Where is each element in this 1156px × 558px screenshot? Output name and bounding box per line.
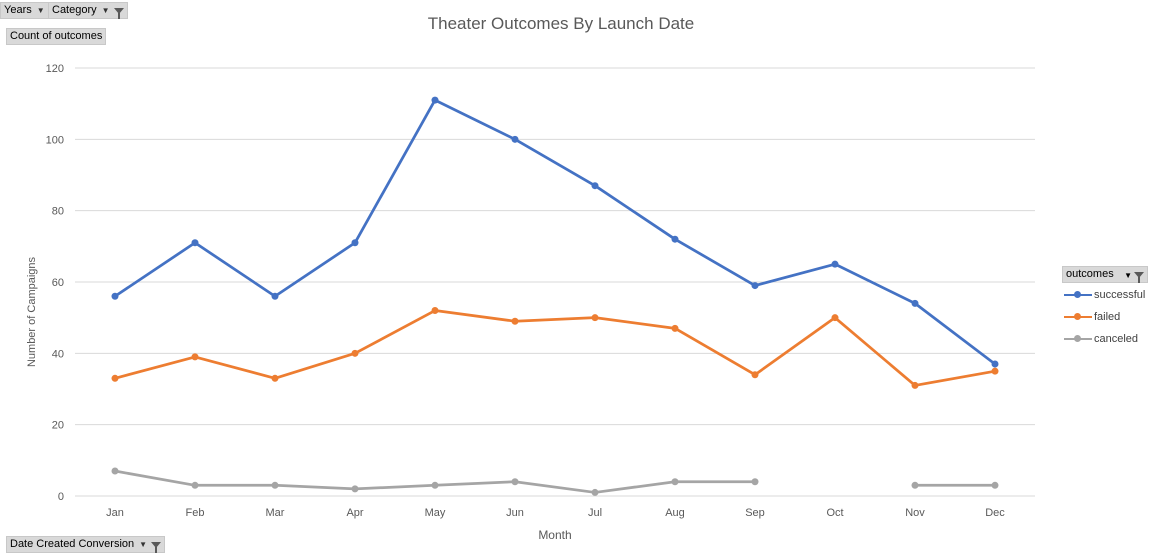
data-point-canceled	[271, 481, 279, 489]
x-tick-label: Nov	[905, 507, 925, 519]
x-tick-label: May	[425, 507, 446, 519]
legend-marker-icon	[1062, 334, 1092, 344]
value-field-button[interactable]: Count of outcomes	[6, 28, 107, 45]
years-filter-button[interactable]: Years ▼	[0, 2, 49, 19]
data-point-canceled	[671, 478, 679, 486]
data-point-failed	[111, 374, 119, 382]
data-point-failed	[831, 314, 839, 322]
legend-marker-icon	[1062, 312, 1092, 322]
data-point-failed	[991, 367, 999, 375]
data-point-successful	[991, 360, 999, 368]
dropdown-arrow-icon: ▼	[139, 540, 148, 549]
data-point-failed	[351, 349, 359, 357]
y-tick-label: 60	[52, 277, 64, 289]
dropdown-arrow-icon: ▼	[36, 6, 45, 15]
data-point-failed	[511, 317, 519, 325]
data-point-canceled	[351, 485, 359, 493]
data-point-canceled	[751, 478, 759, 486]
data-point-successful	[591, 182, 599, 190]
legend-item-failed: failed	[1062, 306, 1148, 328]
filter-funnel-icon	[113, 7, 124, 19]
x-tick-label: Apr	[346, 507, 363, 519]
category-filter-label: Category	[52, 4, 97, 16]
x-tick-label: Aug	[665, 507, 685, 519]
y-tick-label: 40	[52, 348, 64, 360]
x-tick-label: Dec	[985, 507, 1005, 519]
y-tick-label: 0	[58, 491, 64, 503]
chart-legend: outcomes ▼ successful failed canceled	[1062, 266, 1148, 350]
data-point-failed	[591, 314, 599, 322]
data-point-successful	[271, 292, 279, 300]
series-line-successful	[113, 98, 997, 366]
x-tick-label: Feb	[186, 507, 205, 519]
years-filter-label: Years	[4, 4, 32, 16]
legend-label: successful	[1094, 289, 1146, 301]
legend-label: failed	[1094, 311, 1121, 323]
data-point-canceled	[591, 488, 599, 496]
data-point-failed	[431, 307, 439, 315]
y-tick-label: 120	[46, 63, 64, 75]
axis-field-label: Date Created Conversion	[10, 538, 135, 550]
legend-filter-button[interactable]: outcomes ▼	[1062, 266, 1148, 283]
x-tick-label: Jun	[506, 507, 524, 519]
y-axis-title: Number of Campaigns	[26, 256, 38, 367]
data-point-failed	[191, 353, 199, 361]
data-point-failed	[751, 371, 759, 379]
data-point-successful	[751, 282, 759, 290]
chart-title: Theater Outcomes By Launch Date	[427, 14, 695, 33]
data-point-successful	[511, 135, 519, 143]
category-filter-button[interactable]: Category ▼	[48, 2, 128, 19]
filter-funnel-icon	[151, 541, 162, 553]
dropdown-arrow-icon: ▼	[1124, 268, 1144, 283]
y-tick-label: 100	[46, 134, 64, 146]
data-point-successful	[671, 235, 679, 243]
x-tick-label: Sep	[745, 507, 765, 519]
x-tick-label: Jul	[588, 507, 602, 519]
legend-item-canceled: canceled	[1062, 328, 1148, 350]
data-point-failed	[671, 324, 679, 332]
legend-marker-icon	[1062, 290, 1092, 300]
legend-label: canceled	[1094, 333, 1139, 345]
value-field-label: Count of outcomes	[10, 30, 103, 42]
legend-title: outcomes	[1066, 268, 1114, 280]
dropdown-arrow-icon: ▼	[101, 6, 110, 15]
data-point-failed	[911, 381, 919, 389]
x-tick-label: Oct	[826, 507, 843, 519]
data-point-canceled	[111, 467, 119, 475]
axis-field-button[interactable]: Date Created Conversion ▼	[6, 536, 166, 553]
data-point-canceled	[991, 481, 999, 489]
data-point-failed	[271, 374, 279, 382]
data-point-successful	[911, 299, 919, 307]
data-point-successful	[831, 260, 839, 268]
data-point-canceled	[511, 478, 519, 486]
y-tick-label: 20	[52, 420, 64, 432]
series-line-failed	[113, 309, 997, 387]
series-line-canceled	[113, 469, 757, 494]
data-point-successful	[431, 96, 439, 104]
x-axis-title: Month	[538, 528, 571, 542]
data-point-successful	[191, 239, 199, 247]
data-point-successful	[351, 239, 359, 247]
x-tick-label: Mar	[266, 507, 285, 519]
data-point-successful	[111, 292, 119, 300]
legend-item-successful: successful	[1062, 284, 1148, 306]
data-point-canceled	[191, 481, 199, 489]
data-point-canceled	[911, 481, 919, 489]
data-point-canceled	[431, 481, 439, 489]
filter-funnel-icon	[1134, 272, 1144, 283]
x-tick-label: Jan	[106, 507, 124, 519]
y-tick-label: 80	[52, 206, 64, 218]
